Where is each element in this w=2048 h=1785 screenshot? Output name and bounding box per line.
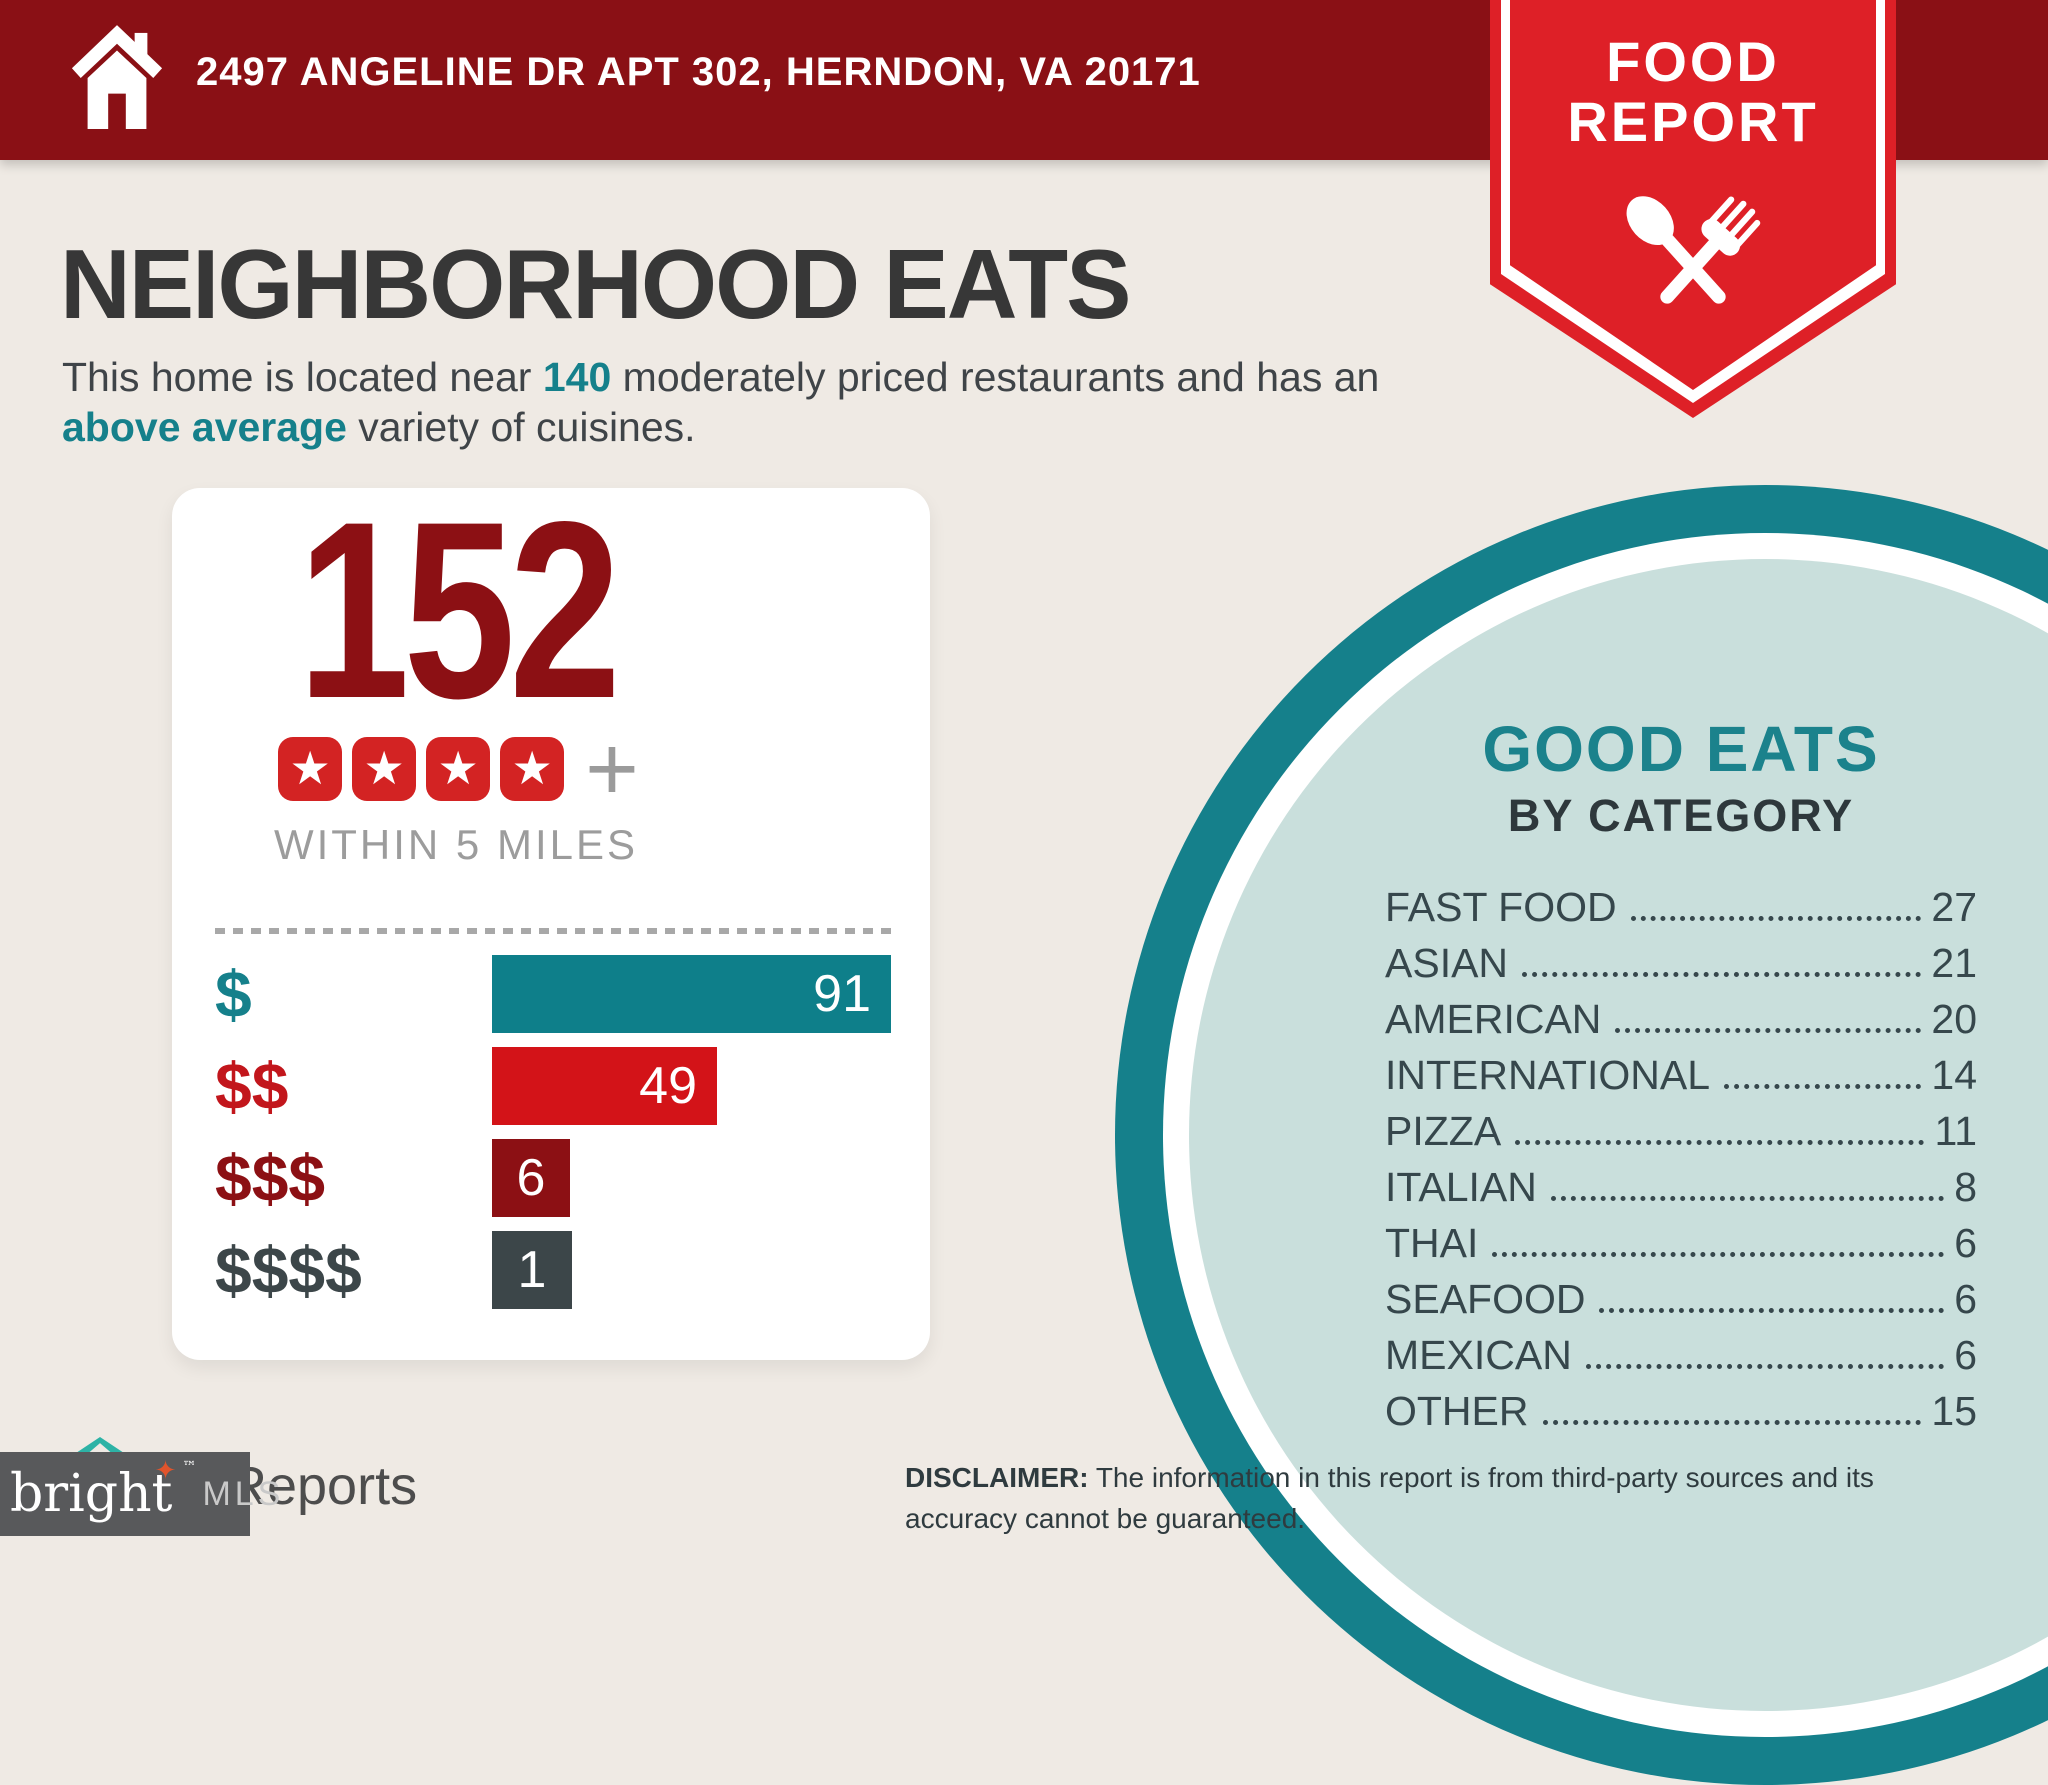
price-tier-bar: 6 [492,1139,570,1217]
badge-core: FOOD REPORT [1510,0,1876,390]
price-tier-value: 1 [517,1241,547,1299]
category-row: SEAFOOD 6 [1385,1266,1977,1322]
dotted-leader [1515,1140,1925,1145]
plus-sign: + [585,717,639,820]
category-row: THAI 6 [1385,1210,1977,1266]
disclaimer: DISCLAIMER: The information in this repo… [905,1458,2025,1539]
category-value: 11 [1934,1107,1977,1154]
bright-star-icon: ✦ [154,1456,177,1486]
category-value: 6 [1954,1331,1977,1378]
dotted-leader [1724,1084,1922,1089]
price-bar-row: $91 [215,955,905,1033]
restaurant-summary-card: 152 ★ ★ ★ ★ + WITHIN 5 MILES $91 $$ 49 $$$ 6 $$$… [172,470,930,1360]
bright-mls-wordmark: bright ✦ ™ [10,1456,197,1524]
good-eats-subtitle: BY CATEGORY [1507,790,1855,841]
dotted-leader [1585,1364,1945,1369]
category-label: MEXICAN [1385,1331,1572,1378]
category-label: FAST FOOD [1385,883,1617,930]
dotted-leader [1522,972,1922,977]
dotted-leader [1492,1252,1945,1257]
dotted-leader [1599,1308,1945,1313]
category-label: OTHER [1385,1387,1529,1434]
category-value: 6 [1954,1219,1977,1266]
dotted-leader [1630,916,1922,921]
star-icon: ★ [500,736,565,801]
card-top-section: 152 ★ ★ ★ ★ + WITHIN 5 MILES [172,470,740,869]
dotted-leader [1550,1196,1945,1201]
intro-pre: This home is located near [62,354,543,400]
intro-highlight: above average [62,404,347,451]
category-label: SEAFOOD [1385,1275,1586,1322]
disclaimer-text: The information in this report is from t… [1088,1462,1874,1493]
dotted-leader [1615,1028,1922,1033]
miles-caption: WITHIN 5 MILES [273,820,639,868]
price-tier-label: $$$ [215,1141,326,1215]
category-label: THAI [1385,1219,1479,1266]
price-bar-row: $$ 49 [215,1047,905,1125]
category-label: ASIAN [1385,939,1509,986]
category-row: FAST FOOD 27 [1385,874,1977,930]
rpr-house-roof-icon [76,1437,124,1453]
good-eats-panel: GOOD EATS BY CATEGORY FAST FOOD 27 ASIAN 21… [1385,712,1977,1434]
price-tier-bar: 1 [492,1231,572,1309]
price-tier-bar: 49 [492,1047,717,1125]
home-icon [71,25,163,129]
stars-row: ★ ★ ★ ★ + [172,717,740,820]
bright-mls-watermark: bright ✦ ™ MLS [0,1452,280,1536]
price-tier-label: $ [215,957,252,1031]
page-title: NEIGHBORHOOD EATS [60,229,1131,339]
category-row: AMERICAN 20 [1385,986,1977,1042]
star-icon: ★ [352,736,417,801]
intro-mid: moderately priced restaurants and has an [611,354,1380,400]
category-label: ITALIAN [1385,1163,1537,1210]
price-bar-row: $$$$ 1 [215,1231,905,1309]
category-row: OTHER 15 [1385,1378,1977,1434]
property-address: 2497 ANGELINE DR APT 302, HERNDON, VA 20… [196,50,1201,94]
good-eats-title: GOOD EATS [1482,713,1880,785]
category-value: 6 [1954,1275,1977,1322]
category-row: INTERNATIONAL 14 [1385,1042,1977,1098]
intro-post: variety of cuisines. [346,404,696,451]
disclaimer-label: DISCLAIMER: [905,1462,1089,1493]
category-label: INTERNATIONAL [1385,1051,1710,1098]
category-row: ASIAN 21 [1385,930,1977,986]
category-value: 14 [1931,1051,1977,1098]
food-report-badge: FOOD REPORT [1490,0,1896,418]
category-label: PIZZA [1385,1107,1502,1154]
intro-count: 140 [542,354,612,400]
dashed-divider [215,928,893,934]
price-tier-value: 49 [639,1057,697,1115]
price-bar-row: $$$ 6 [215,1139,905,1217]
star-tiles: ★ ★ ★ ★ [273,736,569,801]
price-tier-label: $$ [215,1049,289,1123]
category-value: 20 [1931,995,1977,1042]
category-list: FAST FOOD 27 ASIAN 21 AMERICAN 20 INTERNATIONA… [1385,874,1977,1434]
category-row: ITALIAN 8 [1385,1154,1977,1210]
category-value: 27 [1931,883,1977,930]
category-value: 8 [1954,1163,1977,1210]
mls-label: MLS [202,1474,285,1513]
category-value: 15 [1931,1387,1977,1434]
badge-title-line1: FOOD [1606,30,1780,93]
price-tier-bar: 91 [492,955,891,1033]
trademark-symbol: ™ [182,1459,197,1475]
star-icon: ★ [278,736,343,801]
price-tier-value: 91 [813,965,871,1023]
disclaimer-line2: accuracy cannot be guaranteed. [905,1502,1306,1534]
category-row: PIZZA 11 [1385,1098,1977,1154]
category-label: AMERICAN [1385,995,1602,1042]
crossed-spoon-fork-icon [1626,196,1761,304]
badge-title-line2: REPORT [1567,90,1819,154]
intro-text: This home is located near 140 moderately… [62,352,1432,452]
dotted-leader [1542,1420,1922,1425]
restaurant-total: 152 [297,470,621,751]
price-tier-value: 6 [516,1149,546,1207]
rpr-reports-logo-text: Reports [228,1456,418,1516]
category-value: 21 [1931,939,1977,986]
price-bars: $91 $$ 49 $$$ 6 $$$$ 1 [215,955,905,1323]
price-tier-label: $$$$ [215,1233,362,1307]
category-row: MEXICAN 6 [1385,1322,1977,1378]
star-icon: ★ [426,736,491,801]
